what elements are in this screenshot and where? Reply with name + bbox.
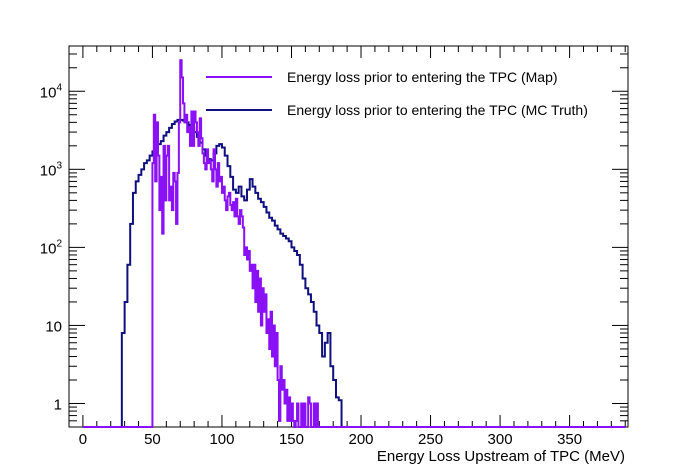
y-tick-base: 10 (40, 240, 57, 257)
series-line-map (82, 59, 626, 428)
legend-label-mc-truth: Energy loss prior to entering the TPC (M… (287, 102, 588, 118)
x-tick-label: 100 (209, 431, 234, 448)
y-tick-exponent: 3 (56, 160, 62, 171)
legend-label-map: Energy loss prior to entering the TPC (M… (287, 69, 558, 85)
y-tick-base: 1 (54, 397, 62, 414)
y-tick-label: 1 (54, 397, 62, 414)
y-tick-base: 10 (40, 162, 57, 179)
y-tick-base: 10 (40, 84, 57, 101)
y-tick-exponent: 2 (56, 238, 62, 249)
x-tick-label: 350 (557, 431, 582, 448)
x-tick-label: 250 (418, 431, 443, 448)
y-tick-base: 10 (45, 318, 62, 335)
y-tick-exponent: 4 (56, 82, 62, 93)
y-tick-label: 10 (45, 318, 62, 335)
y-tick-label: 104 (40, 82, 63, 101)
series-layer (82, 59, 626, 428)
y-tick-label: 103 (40, 160, 63, 179)
x-tick-label: 300 (488, 431, 513, 448)
y-tick-label: 102 (40, 238, 63, 257)
x-tick-label: 200 (348, 431, 373, 448)
legend: Energy loss prior to entering the TPC (M… (206, 69, 588, 118)
x-tick-label: 50 (144, 431, 161, 448)
x-tick-label: 0 (79, 431, 87, 448)
x-tick-label: 150 (279, 431, 304, 448)
x-axis-ticks: 0 50 100 150 200 250 300 350 (79, 46, 626, 448)
x-axis-title: Energy Loss Upstream of TPC (MeV) (377, 448, 625, 465)
